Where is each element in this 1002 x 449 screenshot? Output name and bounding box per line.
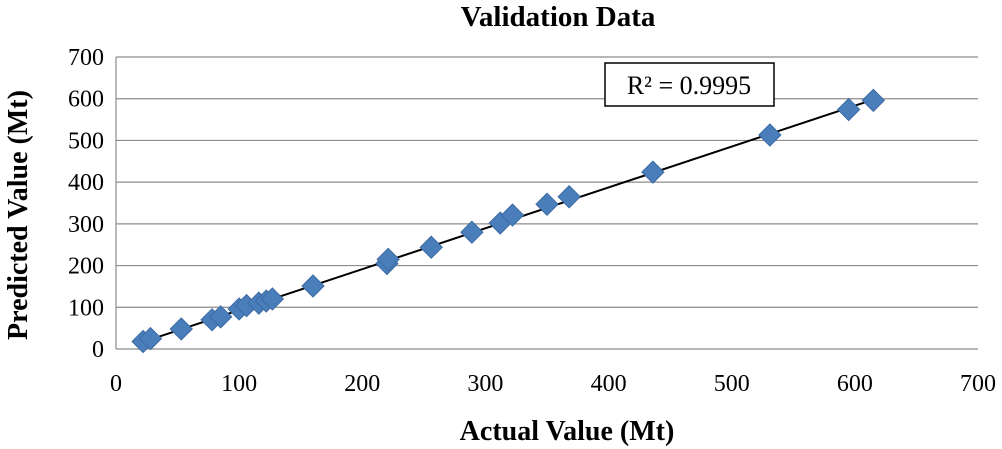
data-point xyxy=(460,220,484,244)
annotation-box xyxy=(604,62,775,107)
y-tick-label: 300 xyxy=(68,212,104,238)
data-point xyxy=(376,247,400,272)
r-squared-annotation: R² = 0.9995 xyxy=(604,62,775,107)
data-point xyxy=(557,185,581,209)
y-axis-ticks: 0 100 200 300 400 500 600 700 xyxy=(68,45,104,363)
data-points xyxy=(131,88,886,354)
y-tick-label: 100 xyxy=(68,295,104,321)
x-tick-label: 100 xyxy=(221,371,257,397)
y-axis-title: Predicted Value (Mt) xyxy=(3,90,34,340)
y-tick-label: 600 xyxy=(68,87,104,113)
data-point xyxy=(419,235,443,259)
chart-title: Validation Data xyxy=(461,1,656,33)
r-squared-label: R² = 0.9995 xyxy=(627,71,751,100)
x-tick-label: 700 xyxy=(960,371,996,397)
y-tick-label: 700 xyxy=(68,45,104,71)
x-axis-ticks: 0 100 200 300 400 500 600 700 xyxy=(110,371,996,397)
data-point xyxy=(138,326,163,351)
data-point xyxy=(500,203,525,227)
data-point xyxy=(836,97,861,122)
x-tick-label: 400 xyxy=(591,371,627,397)
y-tick-label: 500 xyxy=(68,128,104,154)
data-point xyxy=(301,274,325,298)
data-point xyxy=(535,192,559,216)
y-tick-label: 0 xyxy=(92,337,104,363)
x-tick-label: 200 xyxy=(344,371,380,397)
data-point xyxy=(208,305,233,329)
data-point xyxy=(758,123,782,147)
data-point xyxy=(641,160,665,184)
x-axis-title: Actual Value (Mt) xyxy=(460,416,675,447)
x-tick-label: 0 xyxy=(110,371,122,397)
y-tick-label: 200 xyxy=(68,254,104,280)
data-point xyxy=(260,287,285,311)
x-tick-label: 500 xyxy=(714,371,750,397)
y-tick-label: 400 xyxy=(68,170,104,196)
data-point xyxy=(169,317,193,341)
x-tick-label: 600 xyxy=(837,371,873,397)
data-point xyxy=(861,88,886,113)
x-tick-label: 300 xyxy=(467,371,503,397)
